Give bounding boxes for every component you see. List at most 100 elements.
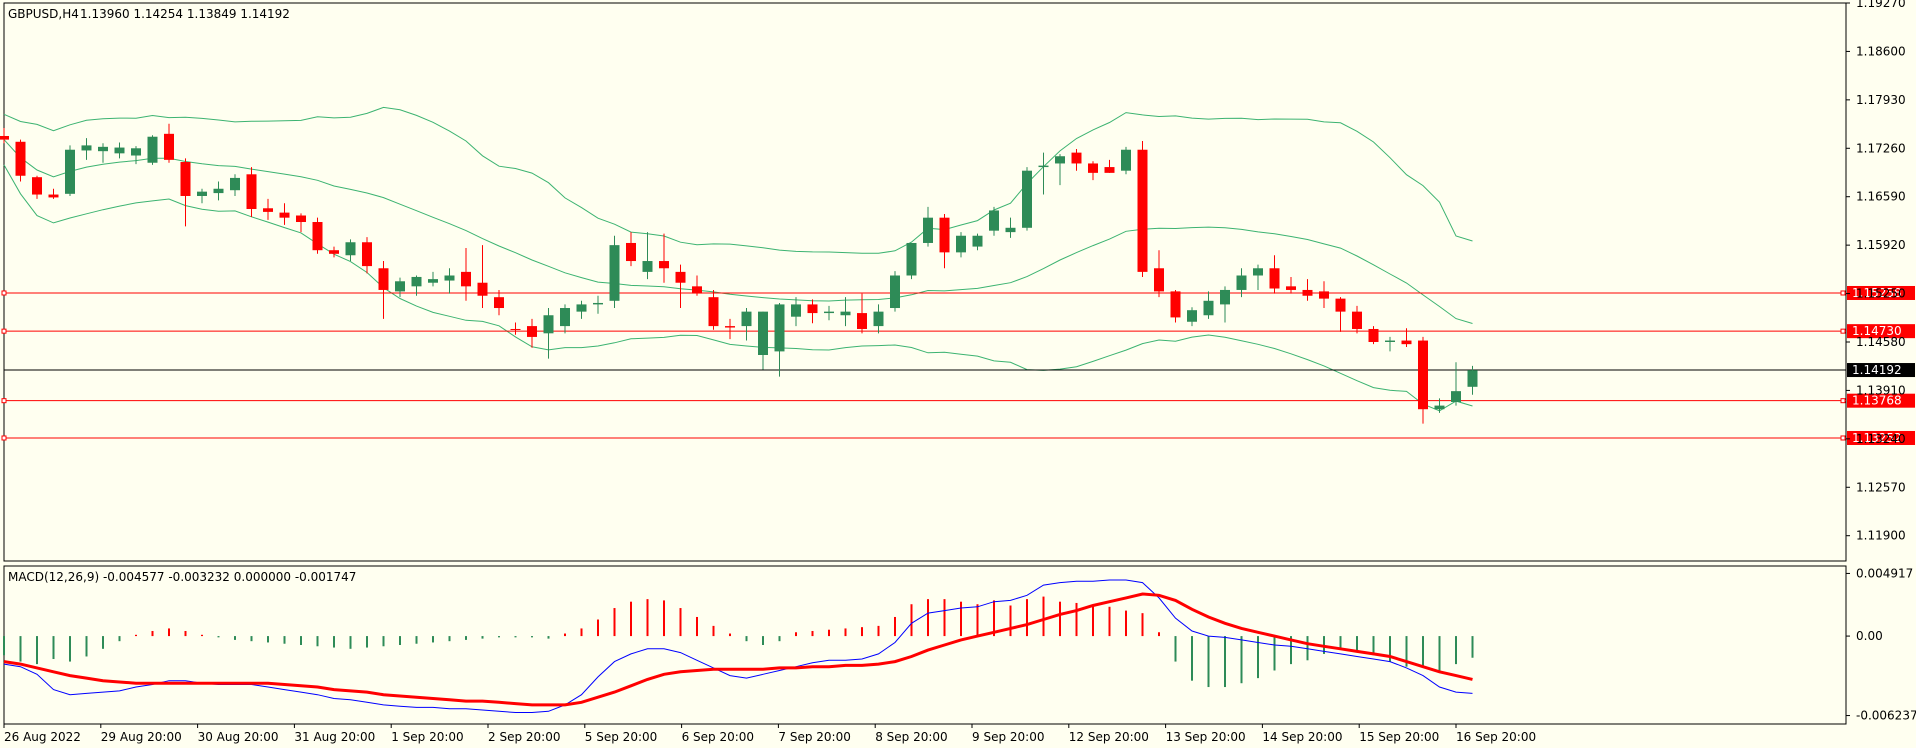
candle	[279, 203, 290, 225]
candle-body	[527, 326, 537, 337]
candle-body	[461, 271, 471, 287]
band-upper-line	[3, 106, 1473, 254]
candle	[543, 308, 554, 359]
candle	[98, 143, 108, 163]
candle	[81, 138, 92, 160]
candle	[246, 167, 257, 217]
candle	[791, 297, 801, 327]
candle	[560, 304, 570, 334]
candle-body	[230, 177, 240, 191]
candle	[428, 271, 438, 287]
candle	[345, 239, 356, 262]
level-handle-left[interactable]	[1, 398, 7, 404]
price-pane[interactable]: 1.15258 1.14730 1.13768 1.13252 1.14192 1.19…	[0, 0, 1915, 562]
candle	[1137, 141, 1148, 277]
candle	[296, 213, 306, 233]
candle	[263, 198, 273, 220]
price-tick-label: 1.13240	[1856, 432, 1906, 446]
candle	[213, 181, 224, 201]
ohlc-label: 1.13960 1.14254 1.13849 1.14192	[80, 7, 290, 21]
candle	[956, 232, 966, 258]
candle-body	[626, 242, 636, 262]
level-handle-right[interactable]	[1840, 328, 1846, 334]
price-tick-label: 1.16590	[1856, 190, 1906, 204]
candle	[1055, 154, 1065, 186]
time-tick-label: 9 Sep 20:00	[972, 730, 1044, 744]
candle-body	[1286, 286, 1296, 290]
candle-body	[1319, 291, 1329, 299]
time-tick-label: 13 Sep 20:00	[1166, 730, 1246, 744]
candle-body	[1137, 149, 1148, 272]
level-price-tag	[1847, 430, 1915, 445]
candle	[180, 158, 191, 227]
candle	[725, 318, 735, 340]
candle-body	[989, 210, 999, 231]
candle	[840, 297, 851, 327]
time-tick-label: 7 Sep 20:00	[778, 730, 850, 744]
candle	[857, 293, 867, 334]
price-tick-label: 1.11900	[1856, 529, 1906, 543]
candle	[527, 318, 537, 348]
level-handle-left[interactable]	[1, 435, 7, 441]
candle	[626, 232, 636, 267]
candle-body	[758, 311, 768, 356]
candle	[989, 206, 999, 236]
candle	[1005, 217, 1016, 238]
candle	[114, 142, 125, 159]
time-tick-label: 2 Sep 20:00	[488, 730, 560, 744]
candle-body	[840, 311, 851, 316]
horizontal-levels[interactable]: 1.15258 1.14730 1.13768 1.13252 1.14192	[1, 285, 1915, 445]
price-tick-label: 1.19270	[1856, 0, 1906, 10]
candle-body	[1368, 328, 1379, 342]
time-tick-label: 1 Sep 20:00	[391, 730, 463, 744]
candle	[824, 305, 834, 321]
candle-body	[593, 302, 603, 305]
macd-tick-label: 0.00	[1856, 629, 1883, 643]
candle-body	[395, 281, 405, 292]
candle	[444, 268, 455, 294]
candle-body	[1434, 405, 1445, 410]
candle-body	[98, 146, 108, 152]
candle-body	[1302, 289, 1313, 296]
level-handle-right[interactable]	[1840, 435, 1846, 441]
candle	[48, 188, 59, 199]
candle	[659, 233, 669, 283]
candle-body	[956, 235, 966, 253]
candle-body	[362, 242, 372, 267]
candle-body	[659, 261, 669, 269]
candle	[329, 246, 339, 258]
candle	[609, 235, 620, 309]
candle-body	[1005, 227, 1016, 233]
level-price-label: 1.13252	[1852, 431, 1902, 445]
candle-body	[279, 212, 290, 218]
candle-body	[791, 304, 801, 317]
candle-body	[807, 304, 818, 314]
candle	[378, 261, 389, 319]
candle	[461, 248, 471, 301]
level-price-tag	[1847, 285, 1915, 300]
candle	[1319, 281, 1329, 309]
level-handle-left[interactable]	[1, 328, 7, 334]
macd-pane[interactable]: 0.004917 0.00 -0.006237 MACD(12,26,9) -0.0…	[3, 565, 1916, 725]
level-handle-right[interactable]	[1840, 290, 1846, 296]
price-tick-label: 1.12570	[1856, 480, 1906, 494]
candle	[1022, 167, 1032, 231]
candle-body	[32, 177, 42, 195]
level-handle-left[interactable]	[1, 290, 7, 296]
candle-body	[1203, 300, 1214, 316]
candle-body	[1401, 340, 1412, 345]
candle	[15, 139, 26, 182]
candle-body	[692, 286, 702, 294]
candle-body	[81, 145, 92, 151]
candle	[1286, 276, 1296, 294]
level-handle-right[interactable]	[1840, 398, 1846, 404]
candle	[741, 308, 752, 341]
candle	[1220, 286, 1230, 323]
level-price-label: 1.15258	[1852, 286, 1902, 300]
candle	[197, 188, 207, 204]
candle-body	[444, 275, 455, 281]
candle	[1434, 398, 1445, 413]
candle-body	[15, 141, 26, 176]
candle	[131, 146, 141, 165]
